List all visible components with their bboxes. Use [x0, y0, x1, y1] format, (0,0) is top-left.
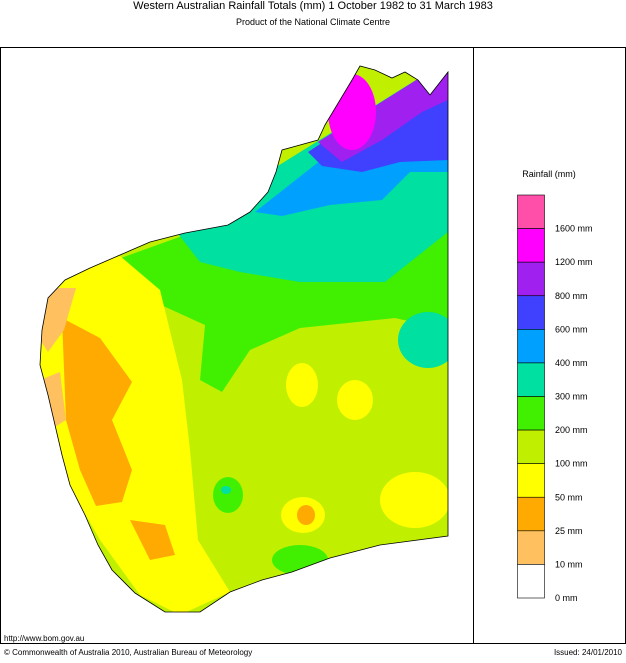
zone-300-b: [221, 486, 231, 494]
legend-swatch: [517, 396, 545, 431]
footer-copyright: © Commonwealth of Australia 2010, Austra…: [4, 648, 252, 657]
legend-label: 200 mm: [555, 425, 588, 435]
legend-swatch: [517, 564, 545, 599]
zone-10: [40, 288, 76, 352]
zone-25-south: [130, 520, 175, 560]
legend-label: 800 mm: [555, 291, 588, 301]
zone-200-c: [272, 545, 328, 575]
zone-25: [62, 318, 132, 506]
coastline: [39, 65, 449, 613]
rainfall-map: [40, 66, 448, 612]
legend-swatch: [517, 362, 545, 397]
legend-title: Rainfall (mm): [522, 169, 576, 179]
legend-label: 1200 mm: [555, 257, 593, 267]
subtitle: Product of the National Climate Centre: [236, 17, 390, 27]
legend-label: 10 mm: [555, 559, 583, 569]
footer-issued: Issued: 24/01/2010: [554, 648, 623, 657]
legend: 1600 mm 1200 mm 800 mm 600 mm 400 mm 300 mm 20…: [517, 194, 593, 603]
legend-label: 400 mm: [555, 358, 588, 368]
zone-50-c: [380, 472, 448, 528]
legend-swatch: [517, 295, 545, 330]
legend-frame: [473, 47, 626, 644]
legend-swatch: [517, 496, 545, 532]
footer-url: http://www.bom.gov.au: [4, 634, 84, 643]
legend-swatch: [517, 429, 545, 464]
legend-label: 0 mm: [555, 593, 578, 603]
legend-swatch: [517, 228, 545, 263]
zone-200-b: [213, 477, 243, 513]
zone-300-east: [398, 312, 448, 368]
legend-label: 25 mm: [555, 526, 583, 536]
legend-swatch: [517, 261, 545, 297]
zone-25-d: [297, 505, 315, 525]
legend-label: 1600 mm: [555, 224, 593, 234]
zone-50-b: [337, 380, 373, 420]
legend-label: 600 mm: [555, 324, 588, 334]
legend-swatch: [517, 194, 545, 229]
zone-50-a: [286, 363, 318, 407]
legend-label: 300 mm: [555, 392, 588, 402]
legend-swatch: [517, 463, 545, 498]
legend-label: 100 mm: [555, 459, 588, 469]
legend-label: 50 mm: [555, 492, 583, 502]
title: Western Australian Rainfall Totals (mm) …: [133, 0, 493, 12]
legend-swatch: [517, 530, 545, 565]
legend-swatch: [517, 329, 545, 364]
zone-1200: [328, 74, 376, 150]
